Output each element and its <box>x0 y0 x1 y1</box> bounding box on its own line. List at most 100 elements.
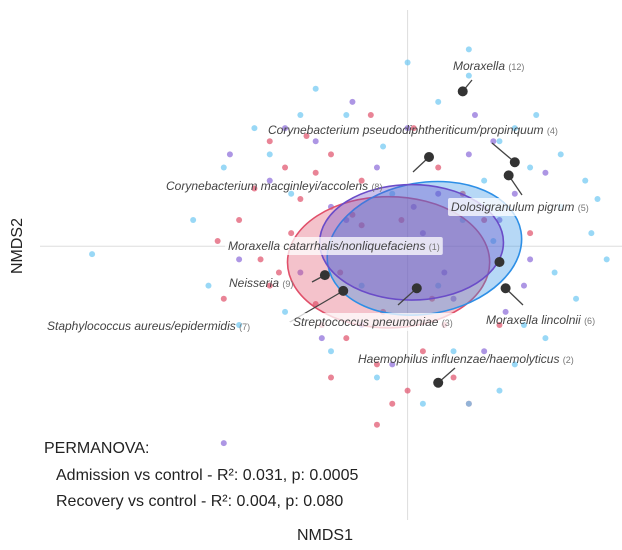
point <box>328 348 334 355</box>
point <box>419 400 426 407</box>
point <box>542 335 549 342</box>
species-name: Staphylococcus aureus/epidermidis <box>47 319 236 333</box>
point <box>511 361 518 368</box>
point <box>481 217 488 223</box>
species-tag: (4) <box>547 126 558 136</box>
species-label: Neisseria (9) <box>229 276 293 290</box>
species-label: Dolosigranulum pigrum (5) <box>451 200 589 214</box>
species-tag: (5) <box>578 203 589 213</box>
species-name: Streptococcus pneumoniae <box>293 315 439 329</box>
species-point <box>500 283 511 294</box>
point <box>251 125 258 132</box>
point <box>551 269 558 276</box>
point <box>496 322 503 328</box>
species-point <box>503 170 514 181</box>
point <box>297 269 304 276</box>
point <box>349 211 356 218</box>
point <box>527 164 534 171</box>
species-name: Moraxella lincolnii <box>486 313 581 327</box>
point <box>214 238 221 244</box>
point <box>520 322 527 328</box>
point <box>573 295 580 302</box>
point <box>220 440 227 447</box>
annotation: Admission vs control - R²: 0.031, p: 0.0… <box>56 467 358 484</box>
species-label: Moraxella catarrhalis/nonliquefaciens (1… <box>228 239 440 253</box>
point <box>318 335 325 342</box>
label-box <box>290 313 456 331</box>
species-tag: (12) <box>508 62 524 72</box>
point <box>502 308 509 315</box>
species-name: Dolosigranulum pigrum <box>451 200 574 214</box>
annotation: Recovery vs control - R²: 0.004, p: 0.08… <box>56 493 343 510</box>
point <box>297 196 304 202</box>
point <box>471 112 478 118</box>
point <box>496 138 503 145</box>
species-label: Staphylococcus aureus/epidermidis (7) <box>47 319 250 333</box>
species-tag: (7) <box>239 322 250 332</box>
species-label: Haemophilus influenzae/haemolyticus (2) <box>358 352 574 366</box>
point <box>220 295 227 302</box>
point <box>373 164 380 171</box>
species-name: Corynebacterium pseudodiphtheriticum/pro… <box>268 123 543 137</box>
point <box>373 374 380 381</box>
species-point <box>411 283 422 294</box>
point <box>236 256 243 263</box>
species-point <box>338 285 349 296</box>
species-tag: (1) <box>429 242 440 252</box>
point <box>337 269 344 276</box>
point <box>450 295 457 302</box>
point <box>465 400 472 407</box>
species-tag: (6) <box>584 316 595 326</box>
point <box>435 282 442 289</box>
point <box>367 112 374 118</box>
point <box>603 256 610 263</box>
point <box>404 125 411 132</box>
point <box>266 177 273 184</box>
point <box>404 387 411 394</box>
species-tag: (8) <box>371 182 382 192</box>
point <box>389 361 396 368</box>
point <box>389 400 396 407</box>
point <box>358 282 365 289</box>
point <box>435 164 442 171</box>
point <box>419 230 426 237</box>
species-name: Corynebacterium macginleyi/accolens <box>166 179 368 193</box>
point <box>328 151 334 158</box>
point <box>190 217 197 223</box>
point <box>435 190 442 197</box>
point <box>490 138 497 145</box>
point <box>542 169 549 176</box>
y-axis-label: NMDS2 <box>9 218 26 274</box>
species-label: Moraxella lincolnii (6) <box>486 313 595 327</box>
point <box>328 374 334 381</box>
point <box>251 185 258 192</box>
point <box>527 256 534 263</box>
point <box>266 282 273 289</box>
point <box>511 125 518 132</box>
point <box>450 374 457 381</box>
point <box>481 177 488 184</box>
point <box>89 251 96 258</box>
point <box>465 72 472 79</box>
point <box>282 308 289 315</box>
point <box>343 335 350 342</box>
species-point <box>433 377 444 388</box>
species-name: Moraxella <box>453 59 505 73</box>
point <box>303 133 310 139</box>
point <box>297 112 304 118</box>
x-axis-label: NMDS1 <box>297 527 353 544</box>
species-name: Moraxella catarrhalis/nonliquefaciens <box>228 239 425 253</box>
point <box>465 151 472 158</box>
point <box>594 196 601 202</box>
species-name: Neisseria <box>229 276 279 290</box>
species-tag: (2) <box>563 355 574 365</box>
point <box>490 238 497 244</box>
point <box>410 203 417 210</box>
species-tag: (3) <box>442 318 453 328</box>
point <box>236 322 243 328</box>
point <box>266 138 273 145</box>
species-point <box>494 257 505 267</box>
species-point <box>457 86 468 97</box>
point <box>312 138 319 145</box>
point <box>343 112 350 118</box>
